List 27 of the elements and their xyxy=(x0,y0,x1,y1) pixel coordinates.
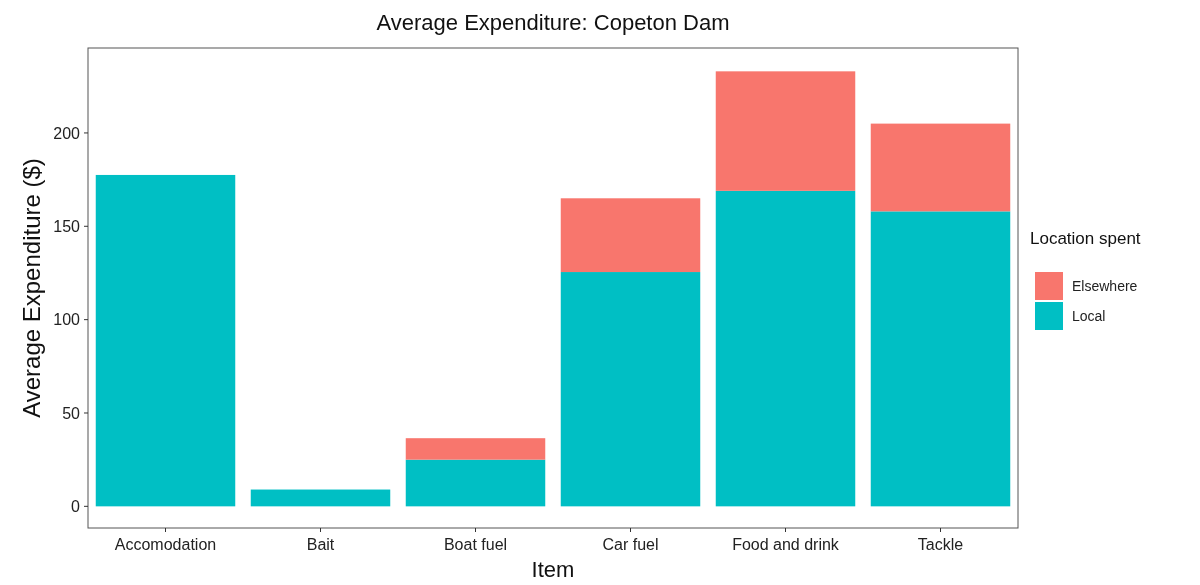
x-tick-label: Tackle xyxy=(917,536,964,553)
chart-title: Average Expenditure: Copeton Dam xyxy=(376,10,730,35)
y-tick-label: 50 xyxy=(62,404,81,422)
bar xyxy=(405,438,546,460)
y-tick-label: 200 xyxy=(53,124,81,142)
x-tick-label: Accomodation xyxy=(114,536,217,553)
legend-label: Elsewhere xyxy=(1072,277,1138,294)
x-tick-label: Boat fuel xyxy=(443,536,508,553)
x-tick-label: Food and drink xyxy=(732,536,840,553)
x-tick-label: Bait xyxy=(306,536,335,553)
bar xyxy=(405,459,546,507)
bar xyxy=(250,489,391,507)
y-tick-label: 100 xyxy=(53,311,81,329)
bar xyxy=(870,123,1011,212)
y-tick-label: 0 xyxy=(71,497,81,515)
legend-title: Location spent xyxy=(1030,229,1141,248)
bar xyxy=(95,174,236,507)
bar xyxy=(715,190,856,507)
legend-label: Local xyxy=(1072,307,1106,324)
bar xyxy=(715,71,856,191)
bar xyxy=(560,198,701,273)
x-axis-title: Item xyxy=(531,557,575,582)
bar xyxy=(560,272,701,507)
x-tick-label: Car fuel xyxy=(602,536,659,553)
y-tick-label: 150 xyxy=(53,217,81,235)
bar xyxy=(870,211,1011,507)
y-axis-title: Average Expenditure ($) xyxy=(18,158,45,418)
